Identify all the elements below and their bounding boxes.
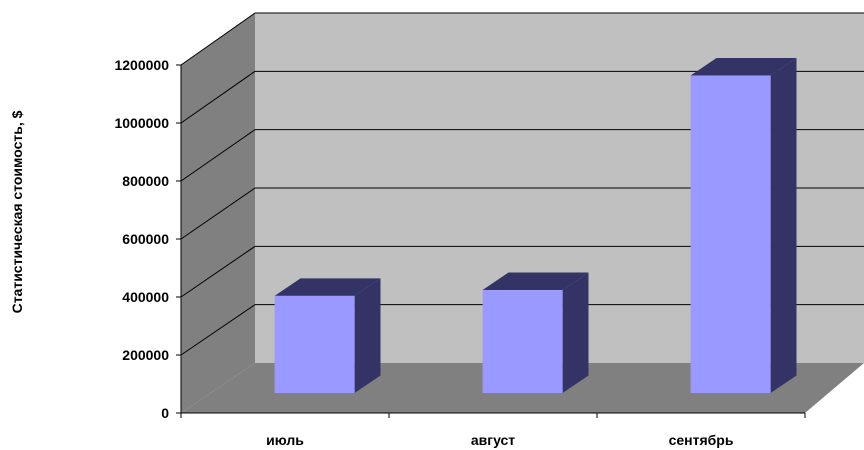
gridline-side [180,12,256,66]
y-tick-label: 200000 [122,347,169,363]
bar-top [274,278,381,296]
y-axis-ticks: 0 200000 400000 600000 800000 1000000 1200000 [114,57,181,421]
bar-side [354,278,381,393]
bar-front [690,75,771,393]
bar-front [482,290,563,393]
y-tick-label: 1000000 [114,115,169,131]
gridline-side [180,245,256,298]
x-tick-label: сентябрь [669,432,734,448]
bar-side [770,57,797,393]
y-axis-title: Статистическая стоимость, $ [9,110,25,313]
gridline-side [180,304,256,356]
bar-side [562,272,589,393]
x-tick-label: август [471,432,515,448]
y-tick-label: 400000 [122,289,169,305]
y-tick-label: 0 [161,405,169,421]
bar-front [274,295,355,393]
gridline-side [180,70,256,124]
bar-top [690,57,797,76]
y-tick-label: 600000 [122,231,169,247]
bar-top [482,272,589,291]
bars [274,57,797,393]
y-tick-label: 800000 [122,173,169,189]
x-tick-label: июль [266,432,304,448]
gridline-side [180,129,256,182]
x-axis-ticks: июль август сентябрь [180,413,806,448]
bar-3 [690,57,797,393]
bar-1 [274,278,381,393]
y-tick-label: 1200000 [114,57,169,73]
bar-2 [482,272,589,393]
gridline-side [180,187,256,240]
